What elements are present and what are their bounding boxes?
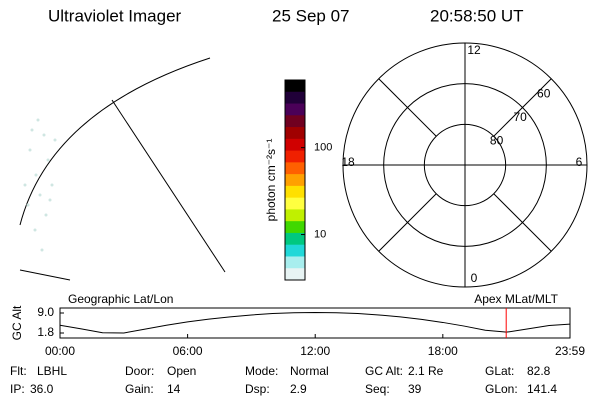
date: 25 Sep 07 (272, 6, 350, 25)
grid-line (493, 193, 552, 252)
color-band (285, 221, 305, 234)
info-value: 2.1 Re (408, 364, 444, 378)
info-label: Door: (125, 364, 154, 378)
aurora-pixels (23, 118, 57, 252)
info-label: Seq: (365, 382, 390, 396)
time: 20:58:50 UT (430, 6, 524, 25)
title: Ultraviolet Imager (48, 6, 182, 25)
x-tick-label: 23:59 (555, 344, 585, 358)
grid-line (493, 78, 552, 137)
info-label: Gain: (125, 382, 154, 396)
info-value: 36.0 (30, 382, 54, 396)
altitude-line (59, 311, 571, 334)
grid-line (378, 78, 437, 137)
info-label: Mode: (245, 364, 278, 378)
color-band (285, 244, 305, 257)
y-tick-label: 9.0 (37, 305, 54, 319)
x-tick-label: 06:00 (173, 344, 203, 358)
x-tick-label: 18:00 (428, 344, 458, 358)
mlt-label: 18 (341, 155, 355, 169)
lat-label: 60 (537, 86, 551, 100)
color-band (285, 185, 305, 199)
grid-line (378, 193, 437, 252)
color-band (285, 256, 305, 269)
x-tick-label: 12:00 (300, 344, 330, 358)
mlt-label: 6 (576, 155, 583, 169)
info-value: 2.9 (290, 382, 307, 396)
color-band (285, 162, 305, 175)
meridian (111, 99, 226, 273)
colorbar-tick-label: 10 (314, 228, 326, 240)
top-right-label: Apex MLat/MLT (474, 292, 558, 306)
info-value: 141.4 (527, 382, 557, 396)
info-label: Dsp: (245, 382, 270, 396)
lat-label: 80 (490, 134, 504, 148)
color-band (285, 174, 305, 187)
meridian (19, 269, 71, 281)
info-label: Flt: (10, 364, 27, 378)
info-value: 82.8 (527, 364, 551, 378)
info-value: Normal (290, 364, 329, 378)
info-label: GC Alt: (365, 364, 403, 378)
mlt-label: 0 (471, 271, 478, 285)
x-tick-label: 00:00 (45, 344, 75, 358)
color-band (285, 138, 305, 152)
mlt-label: 12 (467, 43, 481, 57)
info-label: GLon: (485, 382, 518, 396)
info-label: GLat: (485, 364, 514, 378)
color-band (285, 103, 305, 116)
color-band (285, 268, 305, 281)
info-value: 39 (408, 382, 422, 396)
info-label: IP: (10, 382, 25, 396)
color-band (285, 232, 305, 246)
color-band (285, 115, 305, 128)
earth-limb (19, 57, 211, 226)
colorbar-frame (284, 79, 306, 281)
y-tick-label: 1.8 (37, 325, 54, 339)
info-value: Open (167, 364, 196, 378)
colorbar-label: photon cm⁻²s⁻¹ (264, 139, 278, 222)
color-band (285, 80, 305, 93)
color-band (285, 209, 305, 222)
top-left-label: Geographic Lat/Lon (68, 292, 173, 306)
color-band (285, 91, 305, 105)
colorbar-tick-label: 100 (314, 142, 332, 154)
lat-label: 70 (513, 110, 527, 124)
color-band (285, 197, 305, 210)
info-value: LBHL (37, 364, 67, 378)
color-band (285, 150, 305, 163)
info-value: 14 (167, 382, 181, 396)
uv-image (19, 57, 226, 281)
y-axis-label: GC Alt (10, 305, 24, 340)
color-band (285, 127, 305, 140)
